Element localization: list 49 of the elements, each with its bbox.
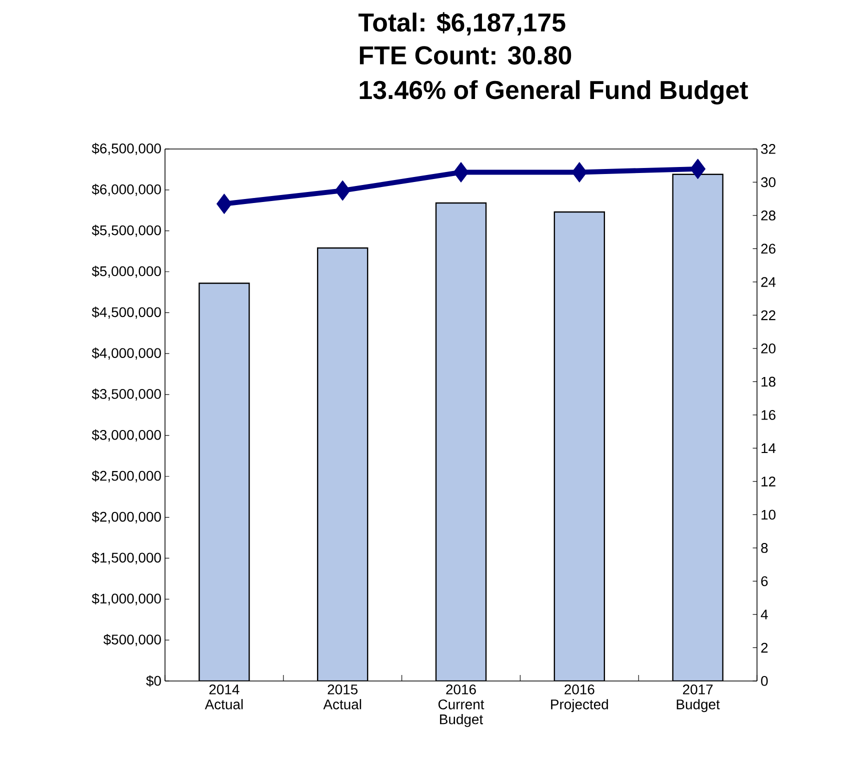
y2-tick-label: 12 bbox=[762, 476, 776, 486]
y-tick-label: $0 bbox=[146, 675, 161, 687]
y2-tick-label: 24 bbox=[761, 277, 776, 287]
y2-tick-label: 32 bbox=[761, 144, 776, 154]
y-tick-label: $2,000,000 bbox=[92, 511, 161, 524]
point bbox=[216, 194, 232, 214]
y-tick-label: $5,500,000 bbox=[92, 224, 161, 237]
x-tick-label: 2016 Current Budget bbox=[438, 684, 484, 728]
y-tick-label: $500,000 bbox=[103, 634, 161, 646]
bar bbox=[435, 202, 487, 681]
y2-tick-label: 0 bbox=[761, 676, 768, 686]
y-tick-label: $2,500,000 bbox=[92, 470, 161, 482]
y-tick-label: $6,000,000 bbox=[92, 184, 161, 196]
y2-tick-label: 2 bbox=[761, 642, 768, 653]
y2-tick-label: 6 bbox=[761, 576, 768, 586]
y2-tick-label: 20 bbox=[761, 344, 776, 354]
y-tick-label: $1,000,000 bbox=[92, 593, 161, 606]
y-tick-label: $4,500,000 bbox=[92, 306, 161, 319]
y-tick-label: $3,000,000 bbox=[92, 429, 161, 442]
x-tick-label: 2015 Actual bbox=[323, 684, 362, 710]
y2-tick-label: 28 bbox=[761, 210, 776, 220]
bar bbox=[554, 211, 606, 681]
y-tick-label: $1,500,000 bbox=[92, 552, 161, 564]
y2-tick-label: 18 bbox=[762, 376, 776, 387]
chart-title: Total: $6,187,175 bbox=[358, 12, 566, 36]
y2-tick-label: 14 bbox=[762, 443, 776, 454]
y2-tick-label: 10 bbox=[762, 510, 776, 520]
bar bbox=[198, 282, 250, 681]
y2-tick-label: 22 bbox=[761, 310, 776, 320]
y-tick-label: $3,500,000 bbox=[92, 388, 161, 401]
y2-tick-label: 8 bbox=[761, 543, 768, 553]
y2-tick-label: 26 bbox=[761, 244, 776, 254]
text: 13.46% of General Fund Budget bbox=[360, 80, 748, 104]
y2-tick-label: 4 bbox=[760, 610, 768, 620]
y-tick-label: $5,000,000 bbox=[92, 266, 161, 278]
bar bbox=[317, 247, 368, 681]
x-tick-label: 2014 Actual bbox=[204, 684, 243, 710]
y-tick-label: $6,500,000 bbox=[92, 142, 161, 156]
x-tick-label: 2017 Budget bbox=[676, 684, 720, 712]
y-tick-label: $4,000,000 bbox=[92, 348, 161, 360]
y2-tick-label: 16 bbox=[762, 410, 776, 420]
point bbox=[453, 162, 469, 183]
x-tick-label: 2016 Projected bbox=[551, 684, 608, 712]
y2-tick-label: 30 bbox=[761, 177, 776, 188]
bar bbox=[672, 174, 724, 681]
point bbox=[334, 180, 350, 201]
chart-subtitle: FTE Count: 30.80 bbox=[360, 46, 572, 65]
point bbox=[572, 162, 588, 183]
point bbox=[690, 158, 706, 180]
